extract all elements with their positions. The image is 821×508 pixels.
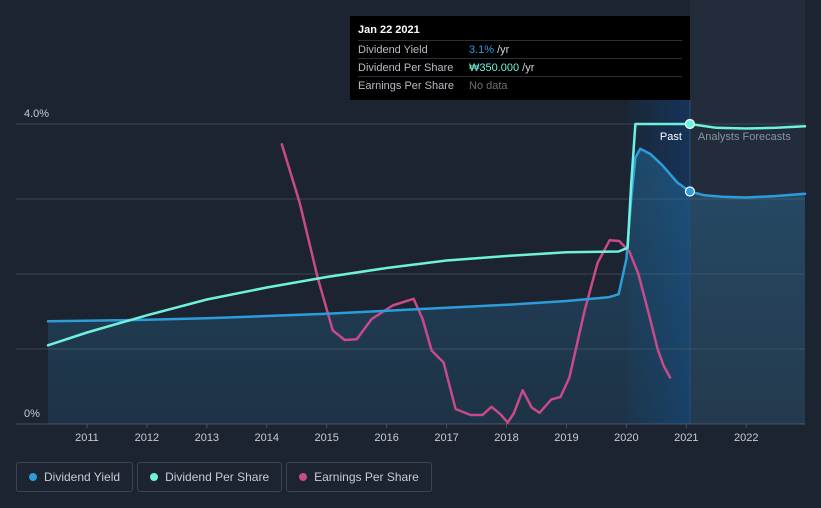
tooltip-label: Earnings Per Share	[358, 79, 454, 92]
series-layer	[46, 122, 807, 425]
x-tick-label: 2011	[75, 432, 99, 444]
legend: Dividend Yield Dividend Per Share Earnin…	[16, 462, 432, 492]
x-tick-label: 2016	[374, 432, 398, 444]
past-label: Past	[660, 131, 682, 143]
tooltip-row-earnings-per-share: Earnings Per Share No data	[358, 76, 682, 94]
tooltip-row-dividend-per-share: Dividend Per Share ₩350.000 /yr	[358, 58, 682, 76]
tooltip-unit: /yr	[497, 43, 510, 56]
marker-dividend-per-share	[684, 118, 696, 130]
legend-label: Dividend Yield	[44, 470, 121, 484]
hover-markers	[684, 118, 696, 197]
y-axis: 4.0% 0%	[24, 108, 49, 420]
legend-label: Earnings Per Share	[314, 470, 419, 484]
tooltip-label: Dividend Yield	[358, 43, 428, 56]
x-tick-label: 2013	[195, 432, 219, 444]
y-tick-label: 4.0%	[24, 108, 49, 120]
x-tick-label: 2015	[314, 432, 338, 444]
dot-icon	[29, 473, 37, 481]
tooltip-value: No data	[469, 79, 508, 92]
legend-item-dividend-per-share[interactable]: Dividend Per Share	[137, 462, 283, 492]
legend-label: Dividend Per Share	[165, 470, 270, 484]
x-tick-label: 2020	[614, 432, 638, 444]
x-tick-label: 2021	[674, 432, 698, 444]
legend-item-earnings-per-share[interactable]: Earnings Per Share	[286, 462, 432, 492]
x-axis: 2011 2012 2013 2014 2015 2016 2017 2018 2019 2020…	[75, 424, 759, 444]
forecast-label: Analysts Forecasts	[698, 131, 791, 143]
legend-item-dividend-yield[interactable]: Dividend Yield	[16, 462, 134, 492]
tooltip-value: ₩350.000	[469, 61, 520, 74]
series-line-earnings-per-share	[280, 143, 672, 424]
x-tick-label: 2018	[494, 432, 518, 444]
tooltip-unit: /yr	[522, 61, 535, 74]
tooltip-label: Dividend Per Share	[358, 61, 454, 74]
dot-icon	[299, 473, 308, 481]
x-tick-label: 2014	[255, 432, 279, 444]
series-line-dividend-per-share	[46, 122, 807, 347]
tooltip-date: Jan 22 2021	[358, 24, 420, 36]
x-tick-label: 2019	[554, 432, 578, 444]
y-tick-label: 0%	[24, 408, 40, 420]
dot-icon	[150, 473, 159, 481]
tooltip: Jan 22 2021 Dividend Yield 3.1% /yr Divi…	[350, 16, 690, 100]
x-tick-label: 2012	[135, 432, 159, 444]
marker-dividend-yield	[684, 186, 696, 197]
x-tick-label: 2022	[734, 432, 758, 444]
tooltip-value: 3.1%	[469, 43, 495, 56]
x-tick-label: 2017	[434, 432, 458, 444]
series-area-dividend-yield	[48, 148, 805, 425]
tooltip-row-dividend-yield: Dividend Yield 3.1% /yr	[358, 40, 682, 58]
